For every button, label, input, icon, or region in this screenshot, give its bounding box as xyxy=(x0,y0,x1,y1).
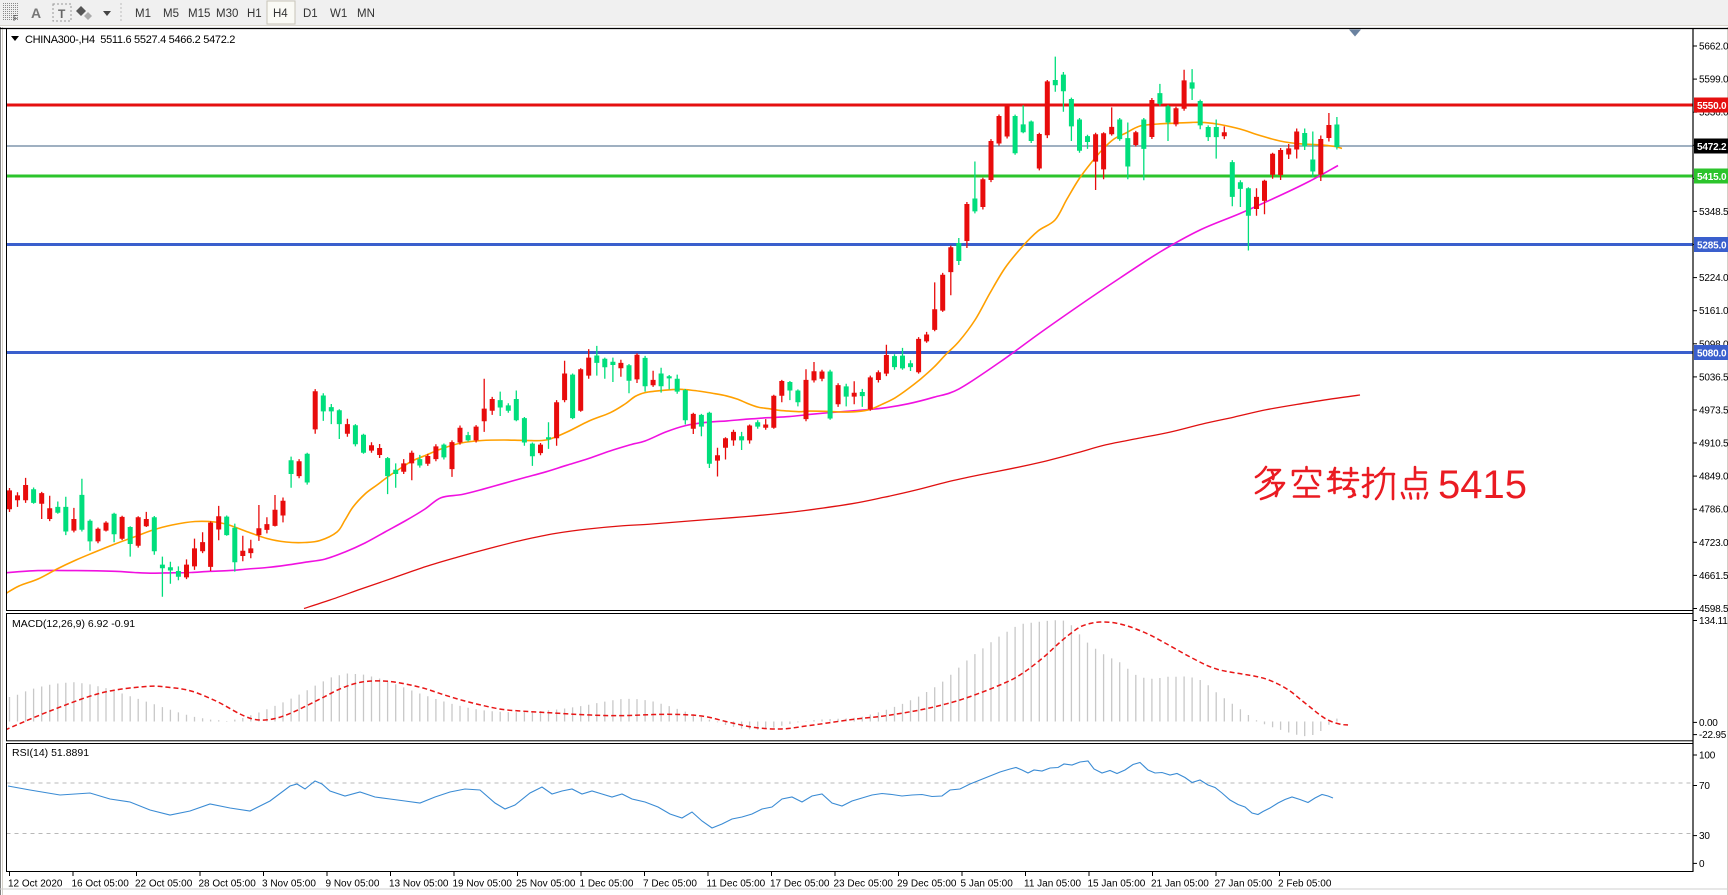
svg-text:-22.95: -22.95 xyxy=(1699,730,1727,741)
svg-text:5599.0: 5599.0 xyxy=(1699,75,1728,86)
svg-text:5415: 5415 xyxy=(1438,463,1527,507)
svg-text:CHINA300-,H4 5511.6 5527.4 54: CHINA300-,H4 5511.6 5527.4 5466.2 5472.2 xyxy=(25,34,235,46)
svg-text:9 Nov 05:00: 9 Nov 05:00 xyxy=(326,879,380,890)
svg-text:T: T xyxy=(58,7,66,21)
svg-text:D1: D1 xyxy=(303,8,318,20)
svg-text:5472.2: 5472.2 xyxy=(1697,142,1727,153)
svg-text:5536.0: 5536.0 xyxy=(1699,108,1728,119)
svg-text:17 Dec 05:00: 17 Dec 05:00 xyxy=(770,879,830,890)
svg-text:29 Dec 05:00: 29 Dec 05:00 xyxy=(897,879,957,890)
svg-text:100: 100 xyxy=(1699,751,1716,762)
svg-text:11 Jan 05:00: 11 Jan 05:00 xyxy=(1024,879,1082,890)
svg-text:22 Oct 05:00: 22 Oct 05:00 xyxy=(135,879,193,890)
svg-text:28 Oct 05:00: 28 Oct 05:00 xyxy=(199,879,257,890)
svg-text:4786.0: 4786.0 xyxy=(1699,505,1728,516)
svg-text:RSI(14) 51.8891: RSI(14) 51.8891 xyxy=(12,747,89,759)
svg-text:15 Jan 05:00: 15 Jan 05:00 xyxy=(1088,879,1146,890)
svg-text:5080.0: 5080.0 xyxy=(1697,348,1727,359)
svg-text:5550.0: 5550.0 xyxy=(1697,101,1727,112)
svg-text:134.11: 134.11 xyxy=(1699,616,1728,627)
svg-text:H4: H4 xyxy=(273,8,288,20)
svg-text:23 Dec 05:00: 23 Dec 05:00 xyxy=(834,879,894,890)
svg-text:F: F xyxy=(13,14,18,23)
svg-text:A: A xyxy=(31,5,41,21)
svg-text:1 Dec 05:00: 1 Dec 05:00 xyxy=(580,879,634,890)
svg-text:5224.0: 5224.0 xyxy=(1699,273,1728,284)
svg-text:30: 30 xyxy=(1699,831,1710,842)
svg-text:H1: H1 xyxy=(247,8,262,20)
svg-text:11 Dec 05:00: 11 Dec 05:00 xyxy=(707,879,766,890)
svg-text:5662.0: 5662.0 xyxy=(1699,42,1728,53)
svg-text:7 Dec 05:00: 7 Dec 05:00 xyxy=(643,879,697,890)
svg-text:5098.0: 5098.0 xyxy=(1699,339,1728,350)
svg-text:0: 0 xyxy=(1699,859,1705,870)
svg-text:5 Jan 05:00: 5 Jan 05:00 xyxy=(961,879,1014,890)
svg-text:5348.5: 5348.5 xyxy=(1699,207,1728,218)
svg-text:3 Nov 05:00: 3 Nov 05:00 xyxy=(262,879,316,890)
svg-text:21 Jan 05:00: 21 Jan 05:00 xyxy=(1151,879,1209,890)
svg-text:4910.5: 4910.5 xyxy=(1699,439,1728,450)
svg-text:M5: M5 xyxy=(163,8,179,20)
svg-text:MACD(12,26,9) 6.92 -0.91: MACD(12,26,9) 6.92 -0.91 xyxy=(12,618,135,630)
svg-text:5036.5: 5036.5 xyxy=(1699,372,1728,383)
svg-text:4598.5: 4598.5 xyxy=(1699,604,1728,615)
svg-text:M1: M1 xyxy=(135,8,151,20)
svg-text:13 Nov 05:00: 13 Nov 05:00 xyxy=(389,879,449,890)
svg-text:4973.5: 4973.5 xyxy=(1699,406,1728,417)
svg-text:70: 70 xyxy=(1699,781,1710,792)
svg-text:W1: W1 xyxy=(330,8,347,20)
svg-text:5415.0: 5415.0 xyxy=(1697,172,1727,183)
svg-text:27 Jan 05:00: 27 Jan 05:00 xyxy=(1215,879,1273,890)
svg-text:12 Oct 2020: 12 Oct 2020 xyxy=(8,879,63,890)
svg-text:16 Oct 05:00: 16 Oct 05:00 xyxy=(72,879,130,890)
svg-text:25 Nov 05:00: 25 Nov 05:00 xyxy=(516,879,576,890)
svg-text:M15: M15 xyxy=(188,8,210,20)
svg-text:5161.0: 5161.0 xyxy=(1699,306,1728,317)
svg-text:2 Feb 05:00: 2 Feb 05:00 xyxy=(1278,879,1332,890)
svg-text:5285.0: 5285.0 xyxy=(1697,240,1727,251)
svg-text:4661.5: 4661.5 xyxy=(1699,571,1728,582)
svg-text:19 Nov 05:00: 19 Nov 05:00 xyxy=(453,879,513,890)
svg-text:4723.0: 4723.0 xyxy=(1699,538,1728,549)
svg-text:0.00: 0.00 xyxy=(1699,718,1718,729)
svg-text:MN: MN xyxy=(357,8,375,20)
svg-text:4849.0: 4849.0 xyxy=(1699,472,1728,483)
svg-text:M30: M30 xyxy=(216,8,238,20)
